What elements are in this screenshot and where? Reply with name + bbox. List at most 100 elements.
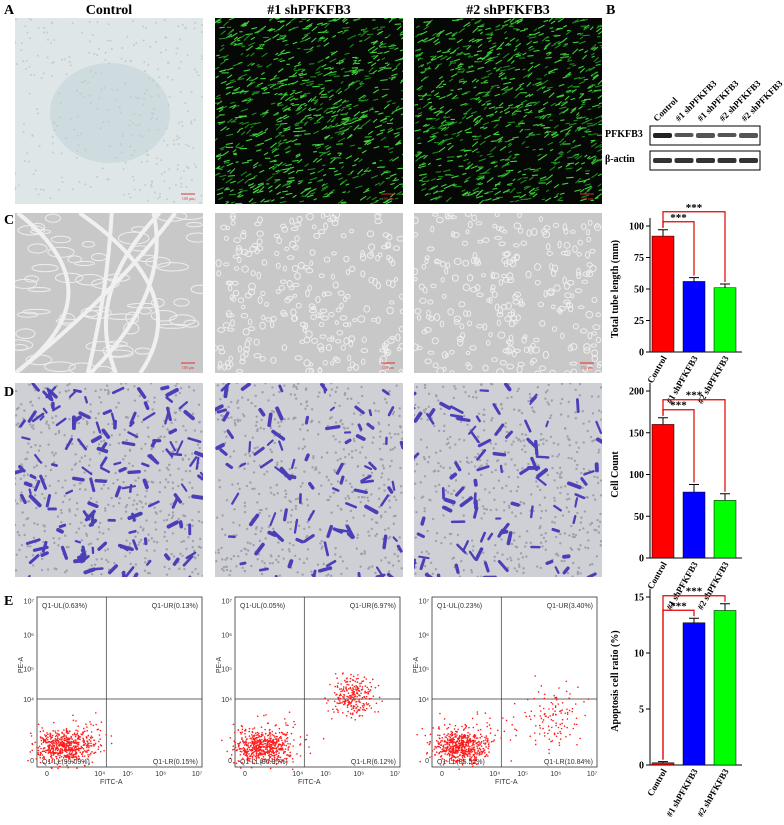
- texture: [554, 18, 562, 20]
- texture: [184, 102, 187, 105]
- texture: [382, 42, 387, 46]
- texture: [297, 61, 301, 65]
- texture: [257, 492, 261, 496]
- texture: [415, 25, 420, 29]
- texture: [280, 420, 283, 424]
- texture: [184, 26, 187, 29]
- texture: [93, 563, 97, 566]
- texture: [146, 480, 150, 484]
- texture: [155, 512, 158, 515]
- texture: [40, 431, 43, 434]
- texture: [464, 165, 471, 170]
- texture: [593, 439, 596, 442]
- texture: [420, 63, 425, 68]
- texture: [559, 332, 565, 340]
- texture: [575, 114, 580, 119]
- texture: [282, 508, 288, 522]
- texture: [591, 412, 595, 415]
- texture: [353, 157, 360, 162]
- texture: [331, 251, 337, 256]
- texture: [422, 123, 428, 127]
- texture: [592, 74, 598, 79]
- texture: [424, 572, 434, 577]
- texture: [306, 429, 309, 432]
- texture: [98, 521, 102, 525]
- texture: [583, 347, 591, 354]
- texture: [392, 410, 396, 414]
- texture: [230, 400, 233, 404]
- texture: [223, 159, 231, 163]
- texture: [189, 456, 198, 467]
- texture: [476, 121, 481, 123]
- texture: [346, 133, 353, 140]
- texture: [360, 249, 365, 258]
- scale-bar-label: 100 μm: [382, 196, 395, 201]
- texture: [360, 385, 363, 389]
- texture: [536, 565, 539, 568]
- texture: [43, 26, 46, 29]
- texture: [394, 47, 399, 51]
- texture: [514, 153, 520, 156]
- texture: [431, 517, 435, 521]
- texture: [493, 559, 496, 563]
- texture: [284, 495, 287, 499]
- texture: [47, 246, 75, 258]
- texture: [250, 125, 254, 129]
- texture: [319, 102, 324, 106]
- texture: [283, 170, 287, 174]
- texture: [415, 462, 419, 466]
- texture: [106, 39, 109, 42]
- texture: [15, 423, 18, 427]
- texture: [83, 471, 86, 474]
- texture: [320, 484, 323, 487]
- texture: [500, 538, 503, 541]
- texture: [334, 451, 338, 454]
- texture: [510, 443, 514, 446]
- texture: [494, 303, 500, 312]
- texture: [377, 497, 381, 501]
- texture: [238, 487, 241, 491]
- texture: [574, 189, 582, 192]
- texture: [290, 166, 295, 169]
- texture: [233, 237, 241, 244]
- texture: [266, 439, 274, 446]
- texture: [254, 404, 257, 408]
- micrograph: [215, 18, 403, 204]
- texture: [370, 62, 377, 67]
- texture: [243, 69, 251, 72]
- cell-dot: [57, 767, 59, 770]
- texture: [422, 37, 428, 42]
- texture: [233, 421, 237, 425]
- texture: [536, 485, 539, 488]
- texture: [163, 19, 166, 22]
- texture: [29, 400, 33, 403]
- texture: [310, 419, 314, 423]
- texture: [426, 412, 435, 425]
- texture: [569, 361, 578, 366]
- texture: [482, 94, 490, 97]
- texture: [107, 23, 110, 26]
- texture: [334, 421, 338, 424]
- texture: [395, 333, 401, 342]
- texture: [353, 59, 357, 62]
- cell-dot: [59, 760, 61, 763]
- texture: [68, 56, 71, 59]
- texture: [275, 406, 284, 421]
- texture: [307, 181, 312, 184]
- texture: [248, 42, 256, 47]
- texture: [539, 516, 543, 520]
- texture: [40, 551, 49, 558]
- texture: [275, 558, 278, 562]
- texture: [312, 130, 320, 135]
- texture: [129, 95, 132, 98]
- texture: [66, 384, 69, 387]
- texture: [117, 442, 121, 445]
- texture: [215, 560, 218, 563]
- texture: [579, 32, 584, 36]
- texture: [216, 187, 224, 191]
- texture: [520, 88, 524, 91]
- texture: [82, 95, 85, 98]
- texture: [325, 574, 328, 577]
- texture: [559, 473, 562, 476]
- texture: [174, 418, 177, 422]
